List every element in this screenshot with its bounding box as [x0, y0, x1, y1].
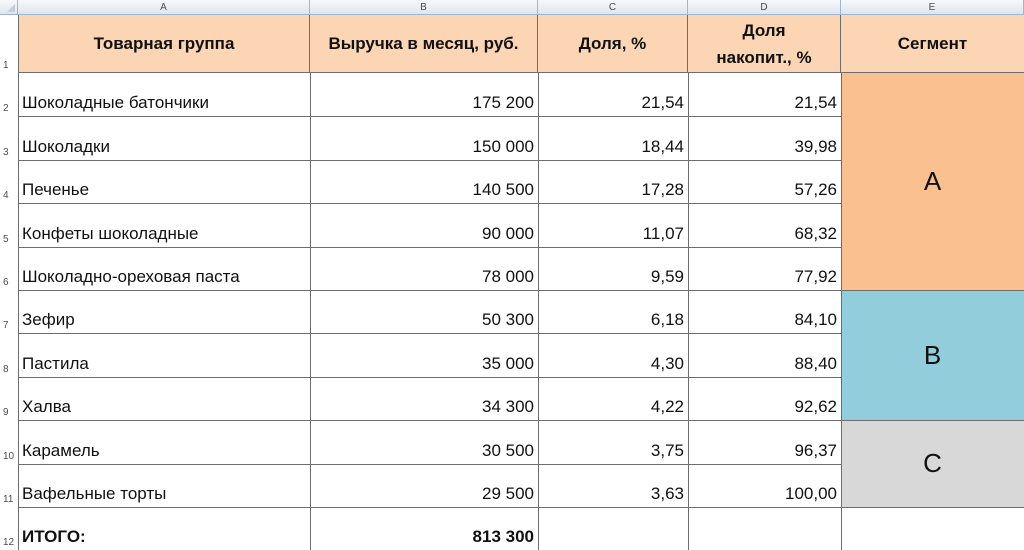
segment-cell-c[interactable]: C	[841, 420, 1024, 507]
row-header[interactable]: 12	[3, 537, 15, 548]
revenue-cell[interactable]: 34 300	[482, 397, 534, 416]
empty-cell[interactable]	[538, 507, 688, 550]
row-header[interactable]: 2	[3, 103, 9, 114]
grid-line	[18, 116, 841, 117]
row-header[interactable]: 10	[3, 451, 15, 462]
grid-line	[18, 333, 841, 334]
grid-line	[18, 290, 841, 291]
total-label-cell[interactable]: ИТОГО:	[22, 527, 86, 546]
share-cell[interactable]: 4,22	[650, 397, 684, 416]
cum-share-cell[interactable]: 77,92	[794, 267, 837, 286]
grid-line	[841, 507, 1024, 508]
column-header-b[interactable]: B	[310, 0, 538, 15]
row-header[interactable]: 5	[3, 234, 9, 245]
revenue-cell[interactable]: 90 000	[482, 224, 534, 243]
share-cell[interactable]: 17,28	[641, 180, 684, 199]
cum-share-cell[interactable]: 92,62	[794, 397, 837, 416]
revenue-cell[interactable]: 150 000	[472, 137, 534, 156]
grid-line	[841, 290, 1024, 291]
row-header[interactable]: 7	[3, 320, 9, 331]
cum-share-cell[interactable]: 96,37	[794, 441, 837, 460]
header-cum-line2: накопит., %	[716, 47, 812, 67]
grid-line	[841, 420, 1024, 421]
share-cell[interactable]: 4,30	[650, 354, 684, 373]
cum-share-cell[interactable]: 100,00	[785, 484, 837, 503]
grid-line	[18, 73, 19, 550]
group-cell[interactable]: Вафельные торты	[22, 484, 167, 503]
empty-cell[interactable]	[688, 507, 841, 550]
row-header[interactable]: 6	[3, 277, 9, 288]
row-header[interactable]: 11	[3, 494, 14, 505]
revenue-cell[interactable]: 50 300	[482, 310, 534, 329]
grid-line	[310, 73, 311, 550]
row-header[interactable]: 9	[3, 407, 9, 418]
group-cell[interactable]: Халва	[22, 397, 72, 416]
group-cell[interactable]: Пастила	[22, 354, 89, 373]
select-all-corner[interactable]	[0, 0, 18, 15]
column-header-c[interactable]: C	[538, 0, 688, 15]
grid-line	[18, 377, 841, 378]
row-header[interactable]: 8	[3, 364, 9, 375]
grid-line	[18, 160, 841, 161]
grid-line	[18, 507, 841, 508]
revenue-cell[interactable]: 78 000	[482, 267, 534, 286]
grid-line	[18, 464, 841, 465]
column-header-a[interactable]: A	[18, 0, 310, 15]
revenue-cell[interactable]: 140 500	[472, 180, 534, 199]
grid-line	[18, 203, 841, 204]
cum-share-cell[interactable]: 68,32	[794, 224, 837, 243]
cum-share-cell[interactable]: 84,10	[794, 310, 837, 329]
share-cell[interactable]: 21,54	[641, 93, 684, 112]
header-cell-segment[interactable]: Сегмент	[841, 15, 1024, 73]
revenue-cell[interactable]: 29 500	[482, 484, 534, 503]
share-cell[interactable]: 3,63	[650, 484, 684, 503]
share-cell[interactable]: 6,18	[650, 310, 684, 329]
cum-share-cell[interactable]: 57,26	[794, 180, 837, 199]
group-cell[interactable]: Конфеты шоколадные	[22, 224, 199, 243]
cum-share-cell[interactable]: 39,98	[794, 137, 837, 156]
group-cell[interactable]: Шоколадные батончики	[22, 93, 209, 112]
column-header-e[interactable]: E	[841, 0, 1024, 15]
group-cell[interactable]: Шоколадно-ореховая паста	[22, 267, 240, 286]
segment-cell-a[interactable]: A	[841, 73, 1024, 290]
group-cell[interactable]: Карамель	[22, 441, 100, 460]
group-cell[interactable]: Печенье	[22, 180, 90, 199]
revenue-cell[interactable]: 35 000	[482, 354, 534, 373]
segment-cell-b[interactable]: B	[841, 290, 1024, 420]
row-header[interactable]: 1	[3, 60, 9, 71]
share-cell[interactable]: 11,07	[642, 224, 684, 243]
header-cell-share[interactable]: Доля, %	[538, 15, 688, 73]
column-header-d[interactable]: D	[688, 0, 841, 15]
header-cum-line1: Доля	[742, 20, 786, 40]
cum-share-cell[interactable]: 88,40	[794, 354, 837, 373]
total-revenue-cell[interactable]: 813 300	[472, 527, 534, 546]
share-cell[interactable]: 9,59	[650, 267, 684, 286]
header-cell-revenue[interactable]: Выручка в месяц, руб.	[310, 15, 538, 73]
grid-line	[538, 73, 539, 550]
grid-line	[18, 247, 841, 248]
row-header[interactable]: 3	[3, 147, 9, 158]
grid-line	[841, 73, 842, 550]
empty-cell[interactable]	[841, 507, 1024, 550]
share-cell[interactable]: 3,75	[650, 441, 684, 460]
header-cell-group[interactable]: Товарная группа	[18, 15, 310, 73]
group-cell[interactable]: Шоколадки	[22, 137, 110, 156]
share-cell[interactable]: 18,44	[641, 137, 684, 156]
revenue-cell[interactable]: 30 500	[482, 441, 534, 460]
header-cell-cum-share[interactable]: Доля накопит., %	[688, 15, 841, 73]
grid-line	[688, 73, 689, 550]
grid-line	[18, 420, 841, 421]
revenue-cell[interactable]: 175 200	[472, 93, 534, 112]
cum-share-cell[interactable]: 21,54	[794, 93, 837, 112]
group-cell[interactable]: Зефир	[22, 310, 75, 329]
row-header[interactable]: 4	[3, 190, 9, 201]
